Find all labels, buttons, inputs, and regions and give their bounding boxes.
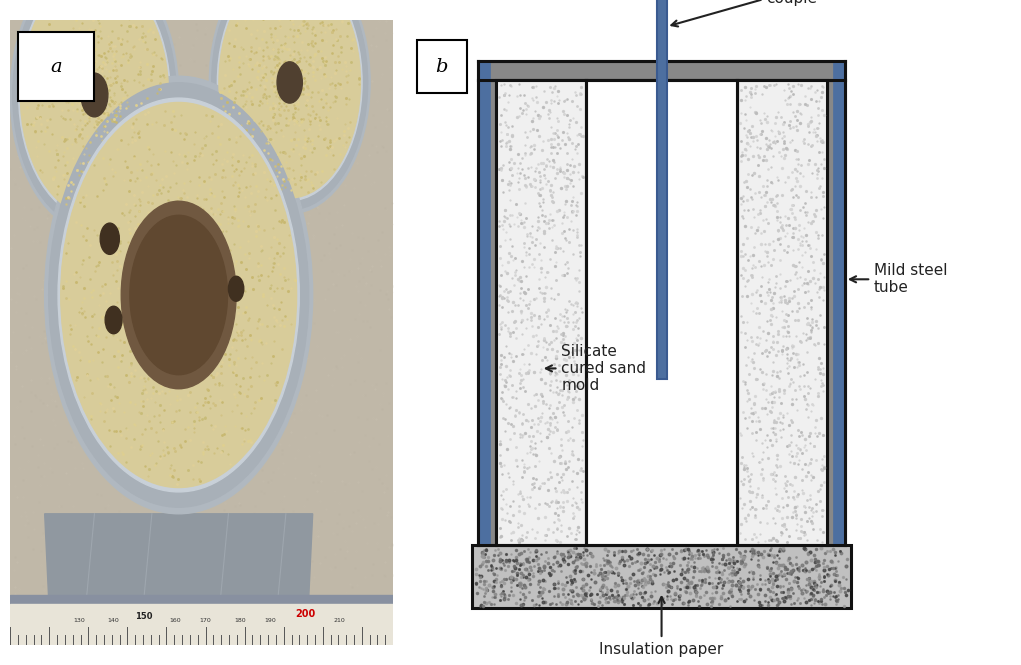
Text: 140: 140 xyxy=(107,618,119,622)
Text: b: b xyxy=(436,57,448,76)
Text: Silicate
cured sand
mold: Silicate cured sand mold xyxy=(546,344,646,393)
Bar xyxy=(17,33,95,101)
Circle shape xyxy=(18,0,171,219)
Circle shape xyxy=(211,0,368,209)
Text: 130: 130 xyxy=(74,618,85,622)
Polygon shape xyxy=(45,514,312,595)
Circle shape xyxy=(20,0,168,216)
Circle shape xyxy=(121,201,236,389)
Circle shape xyxy=(12,0,177,228)
Circle shape xyxy=(217,0,362,201)
Circle shape xyxy=(61,102,297,487)
Text: a: a xyxy=(50,58,62,76)
Bar xyxy=(586,80,737,545)
Circle shape xyxy=(218,0,360,198)
Text: 160: 160 xyxy=(169,618,181,622)
Text: Insulation paper: Insulation paper xyxy=(599,597,724,657)
Bar xyxy=(737,80,827,545)
Circle shape xyxy=(209,0,370,213)
Text: 200: 200 xyxy=(295,608,315,618)
Circle shape xyxy=(100,223,119,255)
Text: 170: 170 xyxy=(199,618,211,622)
Text: 180: 180 xyxy=(234,618,246,622)
Bar xyxy=(418,40,467,93)
Text: 210: 210 xyxy=(334,618,345,622)
Circle shape xyxy=(81,73,108,117)
Bar xyxy=(478,61,844,80)
Circle shape xyxy=(229,276,244,301)
Circle shape xyxy=(130,215,228,374)
Bar xyxy=(657,0,667,379)
Bar xyxy=(827,80,845,545)
Bar xyxy=(480,61,490,545)
Text: 190: 190 xyxy=(264,618,277,622)
Text: Thermo
couple: Thermo couple xyxy=(672,0,825,27)
Text: 150: 150 xyxy=(136,612,153,620)
Circle shape xyxy=(277,62,302,103)
Text: Mild steel
tube: Mild steel tube xyxy=(850,263,947,295)
Bar xyxy=(833,61,843,545)
Circle shape xyxy=(10,0,179,233)
Bar xyxy=(10,595,393,608)
Bar xyxy=(496,80,586,545)
Circle shape xyxy=(49,82,308,507)
Bar xyxy=(478,80,496,545)
Circle shape xyxy=(105,307,123,334)
Bar xyxy=(473,545,850,608)
Circle shape xyxy=(45,76,312,514)
Circle shape xyxy=(58,98,299,492)
Bar xyxy=(10,604,393,645)
